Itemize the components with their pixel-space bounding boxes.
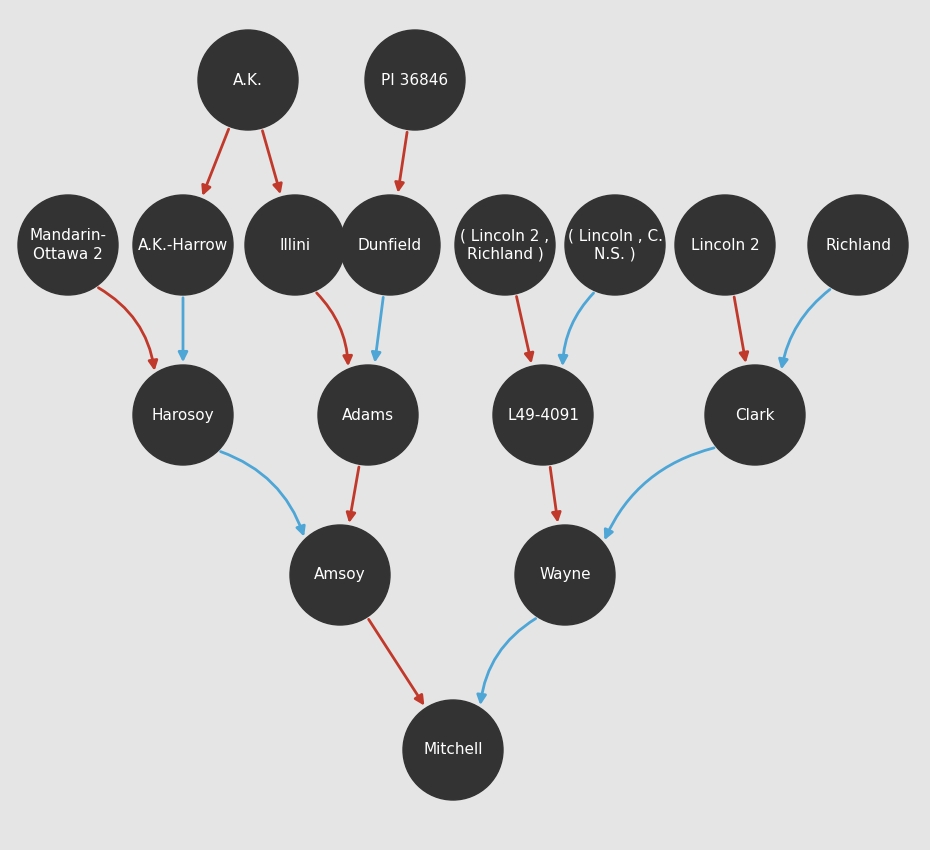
FancyArrowPatch shape bbox=[605, 448, 714, 537]
Circle shape bbox=[455, 195, 555, 295]
FancyArrowPatch shape bbox=[220, 451, 304, 534]
FancyArrowPatch shape bbox=[99, 288, 157, 368]
Circle shape bbox=[808, 195, 908, 295]
FancyArrowPatch shape bbox=[395, 133, 407, 190]
Text: Clark: Clark bbox=[736, 407, 775, 422]
FancyArrowPatch shape bbox=[203, 129, 229, 193]
Text: PI 36846: PI 36846 bbox=[381, 72, 448, 88]
Text: Adams: Adams bbox=[342, 407, 394, 422]
Text: Amsoy: Amsoy bbox=[314, 568, 365, 582]
Circle shape bbox=[705, 365, 805, 465]
FancyArrowPatch shape bbox=[559, 293, 593, 363]
FancyArrowPatch shape bbox=[179, 298, 187, 359]
FancyArrowPatch shape bbox=[779, 290, 830, 366]
Circle shape bbox=[340, 195, 440, 295]
Circle shape bbox=[133, 365, 233, 465]
Text: A.K.-Harrow: A.K.-Harrow bbox=[138, 237, 228, 252]
Circle shape bbox=[245, 195, 345, 295]
Circle shape bbox=[493, 365, 593, 465]
Text: A.K.: A.K. bbox=[233, 72, 263, 88]
FancyArrowPatch shape bbox=[516, 297, 533, 360]
Circle shape bbox=[565, 195, 665, 295]
Text: ( Lincoln , C.
N.S. ): ( Lincoln , C. N.S. ) bbox=[567, 228, 662, 262]
Circle shape bbox=[318, 365, 418, 465]
Circle shape bbox=[18, 195, 118, 295]
FancyArrowPatch shape bbox=[372, 298, 383, 360]
Text: Mitchell: Mitchell bbox=[423, 743, 483, 757]
Text: ( Lincoln 2 ,
Richland ): ( Lincoln 2 , Richland ) bbox=[460, 228, 550, 262]
Circle shape bbox=[515, 525, 615, 625]
Text: Mandarin-
Ottawa 2: Mandarin- Ottawa 2 bbox=[30, 228, 107, 262]
FancyArrowPatch shape bbox=[262, 131, 281, 191]
FancyArrowPatch shape bbox=[317, 293, 352, 363]
FancyArrowPatch shape bbox=[347, 467, 359, 520]
FancyArrowPatch shape bbox=[551, 468, 560, 519]
FancyArrowPatch shape bbox=[478, 619, 536, 702]
Circle shape bbox=[133, 195, 233, 295]
Circle shape bbox=[403, 700, 503, 800]
Text: L49-4091: L49-4091 bbox=[507, 407, 579, 422]
Circle shape bbox=[675, 195, 775, 295]
Text: Illini: Illini bbox=[279, 237, 311, 252]
Text: Lincoln 2: Lincoln 2 bbox=[691, 237, 759, 252]
Circle shape bbox=[365, 30, 465, 130]
Circle shape bbox=[290, 525, 390, 625]
FancyArrowPatch shape bbox=[734, 297, 748, 360]
Text: Wayne: Wayne bbox=[539, 568, 591, 582]
Text: Richland: Richland bbox=[825, 237, 891, 252]
FancyArrowPatch shape bbox=[368, 620, 422, 703]
Text: Dunfield: Dunfield bbox=[358, 237, 422, 252]
Text: Harosoy: Harosoy bbox=[152, 407, 214, 422]
Circle shape bbox=[198, 30, 298, 130]
